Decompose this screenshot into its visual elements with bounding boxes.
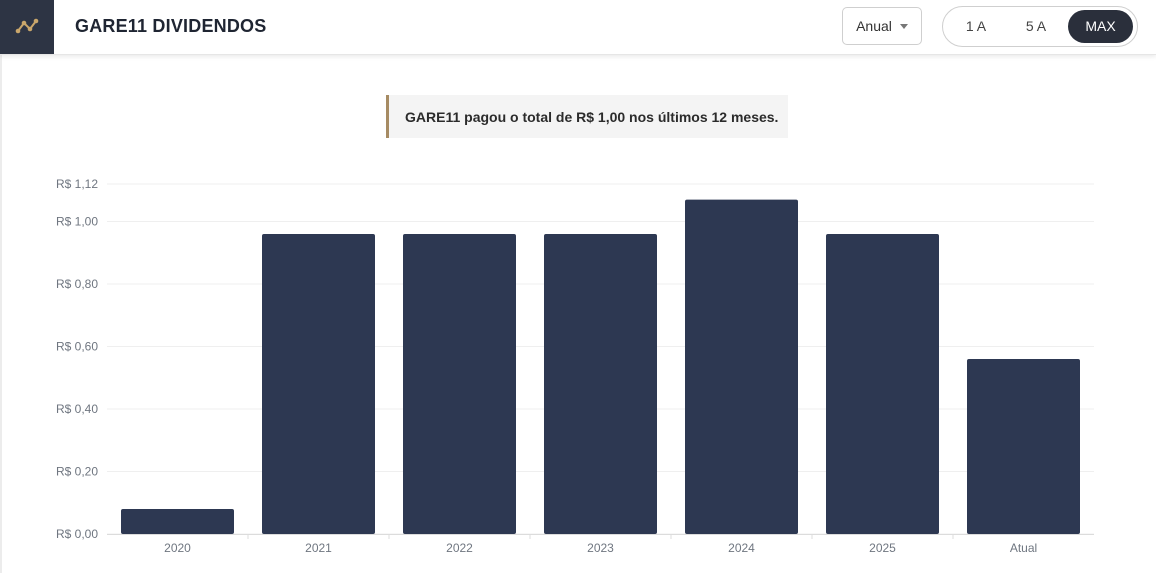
chart-line-icon: [15, 18, 39, 34]
y-tick-label: R$ 1,12: [56, 177, 98, 191]
bar: [826, 234, 939, 534]
bar: [262, 234, 375, 534]
x-tick-label: 2021: [305, 541, 332, 555]
bar: [685, 199, 798, 534]
period-select[interactable]: Anual: [842, 7, 922, 45]
x-tick-label: 2022: [446, 541, 473, 555]
range-toggle-group: 1 A 5 A MAX: [942, 6, 1138, 47]
header: GARE11 DIVIDENDOS Anual 1 A 5 A MAX: [0, 0, 1156, 55]
bar: [967, 359, 1080, 534]
x-tick-label: 2024: [728, 541, 755, 555]
x-tick-label: 2020: [164, 541, 191, 555]
y-tick-label: R$ 0,00: [56, 527, 98, 541]
range-button-5a[interactable]: 5 A: [1025, 18, 1047, 34]
dividend-summary: GARE11 pagou o total de R$ 1,00 nos últi…: [386, 95, 788, 138]
y-tick-label: R$ 0,80: [56, 277, 98, 291]
page-title: GARE11 DIVIDENDOS: [75, 16, 267, 36]
caret-down-icon: [899, 23, 908, 29]
x-tick-label: 2023: [587, 541, 614, 555]
bar: [403, 234, 516, 534]
y-tick-label: R$ 0,20: [56, 465, 98, 479]
logo[interactable]: [0, 0, 54, 54]
range-button-1a[interactable]: 1 A: [965, 18, 987, 34]
x-tick-label: 2025: [869, 541, 896, 555]
bar: [544, 234, 657, 534]
y-tick-label: R$ 1,00: [56, 215, 98, 229]
x-tick-label: Atual: [1010, 541, 1037, 555]
range-button-max[interactable]: MAX: [1068, 10, 1133, 43]
y-tick-label: R$ 0,40: [56, 402, 98, 416]
bar: [121, 509, 234, 534]
period-select-value: Anual: [856, 18, 892, 34]
y-tick-label: R$ 0,60: [56, 340, 98, 354]
summary-text: GARE11 pagou o total de R$ 1,00 nos últi…: [405, 108, 779, 125]
content-border: [0, 54, 2, 573]
